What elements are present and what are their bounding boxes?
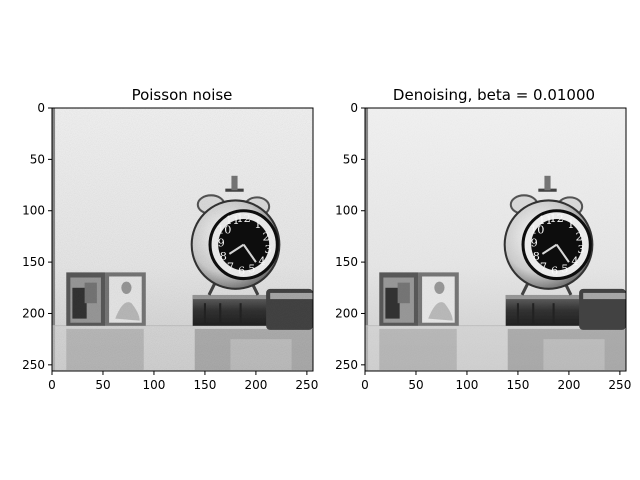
axes-frame [364, 107, 627, 372]
x-tick-label: 200 [244, 378, 267, 392]
x-tick-label: 50 [408, 378, 423, 392]
axes-frame [51, 107, 314, 372]
x-tick-label: 200 [557, 378, 580, 392]
x-tick-label: 100 [143, 378, 166, 392]
y-tick-label: 50 [343, 152, 358, 166]
x-tick-label: 50 [95, 378, 110, 392]
y-tick-label: 50 [30, 152, 45, 166]
x-tick-label: 250 [295, 378, 318, 392]
x-tick-label: 0 [361, 378, 369, 392]
x-tick-label: 150 [506, 378, 529, 392]
x-tick-label: 0 [48, 378, 56, 392]
y-tick-label: 100 [22, 204, 45, 218]
image-denoised [365, 108, 626, 371]
y-tick-label: 250 [22, 358, 45, 372]
x-tick-label: 150 [193, 378, 216, 392]
y-tick-label: 100 [335, 204, 358, 218]
x-tick-label: 100 [456, 378, 479, 392]
y-tick-label: 250 [335, 358, 358, 372]
panel-title-denoising: Denoising, beta = 0.01000 [392, 86, 596, 104]
y-tick-label: 150 [22, 255, 45, 269]
y-tick-label: 200 [335, 306, 358, 320]
panel-title-poisson-noise: Poisson noise [131, 86, 233, 104]
image-poisson-noise [52, 108, 313, 371]
y-tick-label: 150 [335, 255, 358, 269]
y-tick-label: 0 [350, 101, 358, 115]
x-tick-label: 250 [608, 378, 631, 392]
y-tick-label: 200 [22, 306, 45, 320]
y-tick-label: 0 [37, 101, 45, 115]
